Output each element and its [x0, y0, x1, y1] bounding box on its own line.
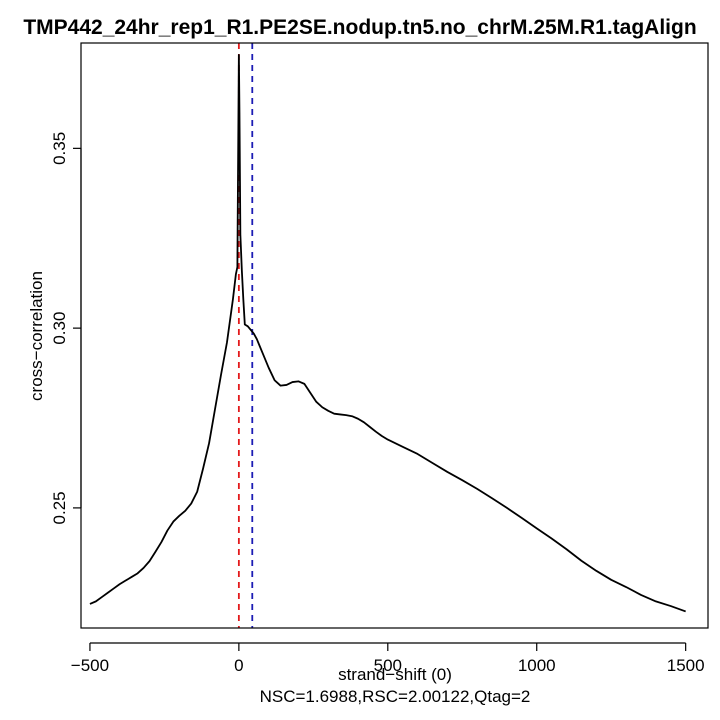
x-tick-label: −500 [71, 656, 109, 675]
x-axis-label: strand−shift (0) [338, 665, 452, 684]
series-line-0 [89, 53, 686, 613]
series-layer [89, 53, 686, 613]
x-axis: −500 0 500 1000 1500 [71, 642, 705, 675]
x-tick-label: 1000 [518, 656, 556, 675]
x-tick-label: 1500 [667, 656, 705, 675]
plot-frame [80, 42, 709, 629]
chart-footer: NSC=1.6988,RSC=2.00122,Qtag=2 [260, 687, 531, 706]
y-axis-label: cross−correlation [27, 271, 46, 401]
y-tick-label: 0.35 [50, 132, 69, 165]
reference-lines [237, 43, 254, 628]
x-tick-label: 500 [374, 656, 402, 675]
chart-title: TMP442_24hr_rep1_R1.PE2SE.nodup.tn5.no_c… [23, 16, 696, 39]
y-tick-label: 0.25 [50, 491, 69, 524]
y-axis: 0.25 0.30 0.35 [50, 132, 82, 524]
y-tick-label: 0.30 [50, 312, 69, 345]
x-tick-label: 0 [234, 656, 243, 675]
